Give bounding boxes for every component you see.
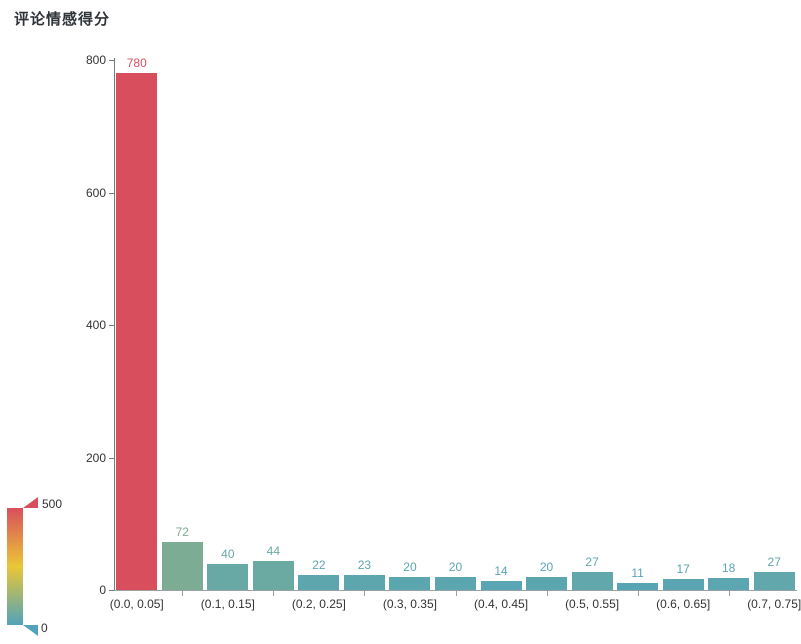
y-axis-tick — [109, 590, 114, 591]
y-axis-label: 800 — [85, 53, 106, 67]
visualmap-min-label: 0 — [41, 621, 48, 635]
y-axis-label: 400 — [85, 318, 106, 332]
bar-value-label: 40 — [221, 546, 235, 561]
bar[interactable] — [298, 575, 340, 590]
bar[interactable] — [116, 73, 158, 590]
x-axis-label: (0.0, 0.05] — [109, 597, 164, 611]
bar[interactable] — [662, 578, 704, 590]
y-axis-tick — [109, 192, 114, 194]
x-axis-tick — [273, 591, 275, 596]
bar-value-label: 20 — [539, 559, 554, 574]
x-axis-label: (0.2, 0.25] — [291, 597, 346, 611]
y-axis-label: 0 — [99, 583, 106, 597]
bar-value-label: 20 — [448, 559, 463, 574]
x-axis-label: (0.3, 0.35] — [382, 597, 437, 611]
x-axis-tick — [546, 591, 548, 596]
bar-value-label: 17 — [676, 561, 690, 576]
visualmap-max-handle[interactable] — [23, 497, 38, 508]
bar-value-label: 44 — [266, 543, 281, 558]
x-axis-label: (0.7, 0.75] — [747, 597, 801, 611]
y-axis-tick — [109, 325, 114, 326]
visualmap-min-handle[interactable] — [23, 625, 38, 636]
x-axis-line — [114, 590, 797, 591]
x-axis-label: (0.5, 0.55] — [565, 597, 620, 611]
y-axis-tick — [109, 457, 114, 459]
bar-value-label: 27 — [585, 555, 599, 570]
bar[interactable] — [435, 576, 476, 590]
bar-value-label: 72 — [175, 525, 189, 540]
chart-title: 评论情感得分 — [14, 11, 111, 28]
bar[interactable] — [526, 576, 568, 590]
bar[interactable] — [161, 542, 203, 590]
bar-value-label: 27 — [767, 555, 781, 570]
x-axis-tick — [182, 591, 184, 596]
y-axis-label: 600 — [85, 185, 106, 200]
bar-value-label: 18 — [722, 561, 736, 576]
x-axis-label: (0.1, 0.15] — [200, 597, 255, 611]
y-axis-tick — [109, 60, 114, 61]
bar[interactable] — [207, 563, 249, 590]
bar[interactable] — [617, 582, 659, 590]
visualmap-max-label: 500 — [42, 497, 63, 511]
y-axis-line — [114, 58, 115, 590]
bar[interactable] — [753, 572, 795, 590]
bar-value-label: 23 — [357, 557, 372, 572]
bar-value-label: 780 — [126, 56, 147, 71]
bar[interactable] — [480, 580, 522, 590]
visualmap-gradient-bar[interactable] — [7, 508, 23, 625]
x-axis-label: (0.4, 0.45] — [474, 597, 529, 611]
bar[interactable] — [343, 574, 385, 590]
bar-value-label: 22 — [312, 558, 326, 573]
bar[interactable] — [708, 578, 750, 590]
x-axis-tick — [637, 591, 639, 596]
bar[interactable] — [252, 560, 294, 590]
x-axis-tick — [455, 591, 457, 596]
bar[interactable] — [571, 572, 613, 590]
bar-value-label: 14 — [494, 563, 508, 578]
x-axis-label: (0.6, 0.65] — [656, 597, 711, 611]
y-axis-label: 200 — [85, 450, 106, 465]
x-axis-tick — [364, 591, 366, 596]
bar-value-label: 11 — [631, 565, 644, 580]
x-axis-tick — [728, 591, 730, 596]
bar-value-label: 20 — [403, 559, 417, 574]
bar[interactable] — [389, 576, 431, 590]
